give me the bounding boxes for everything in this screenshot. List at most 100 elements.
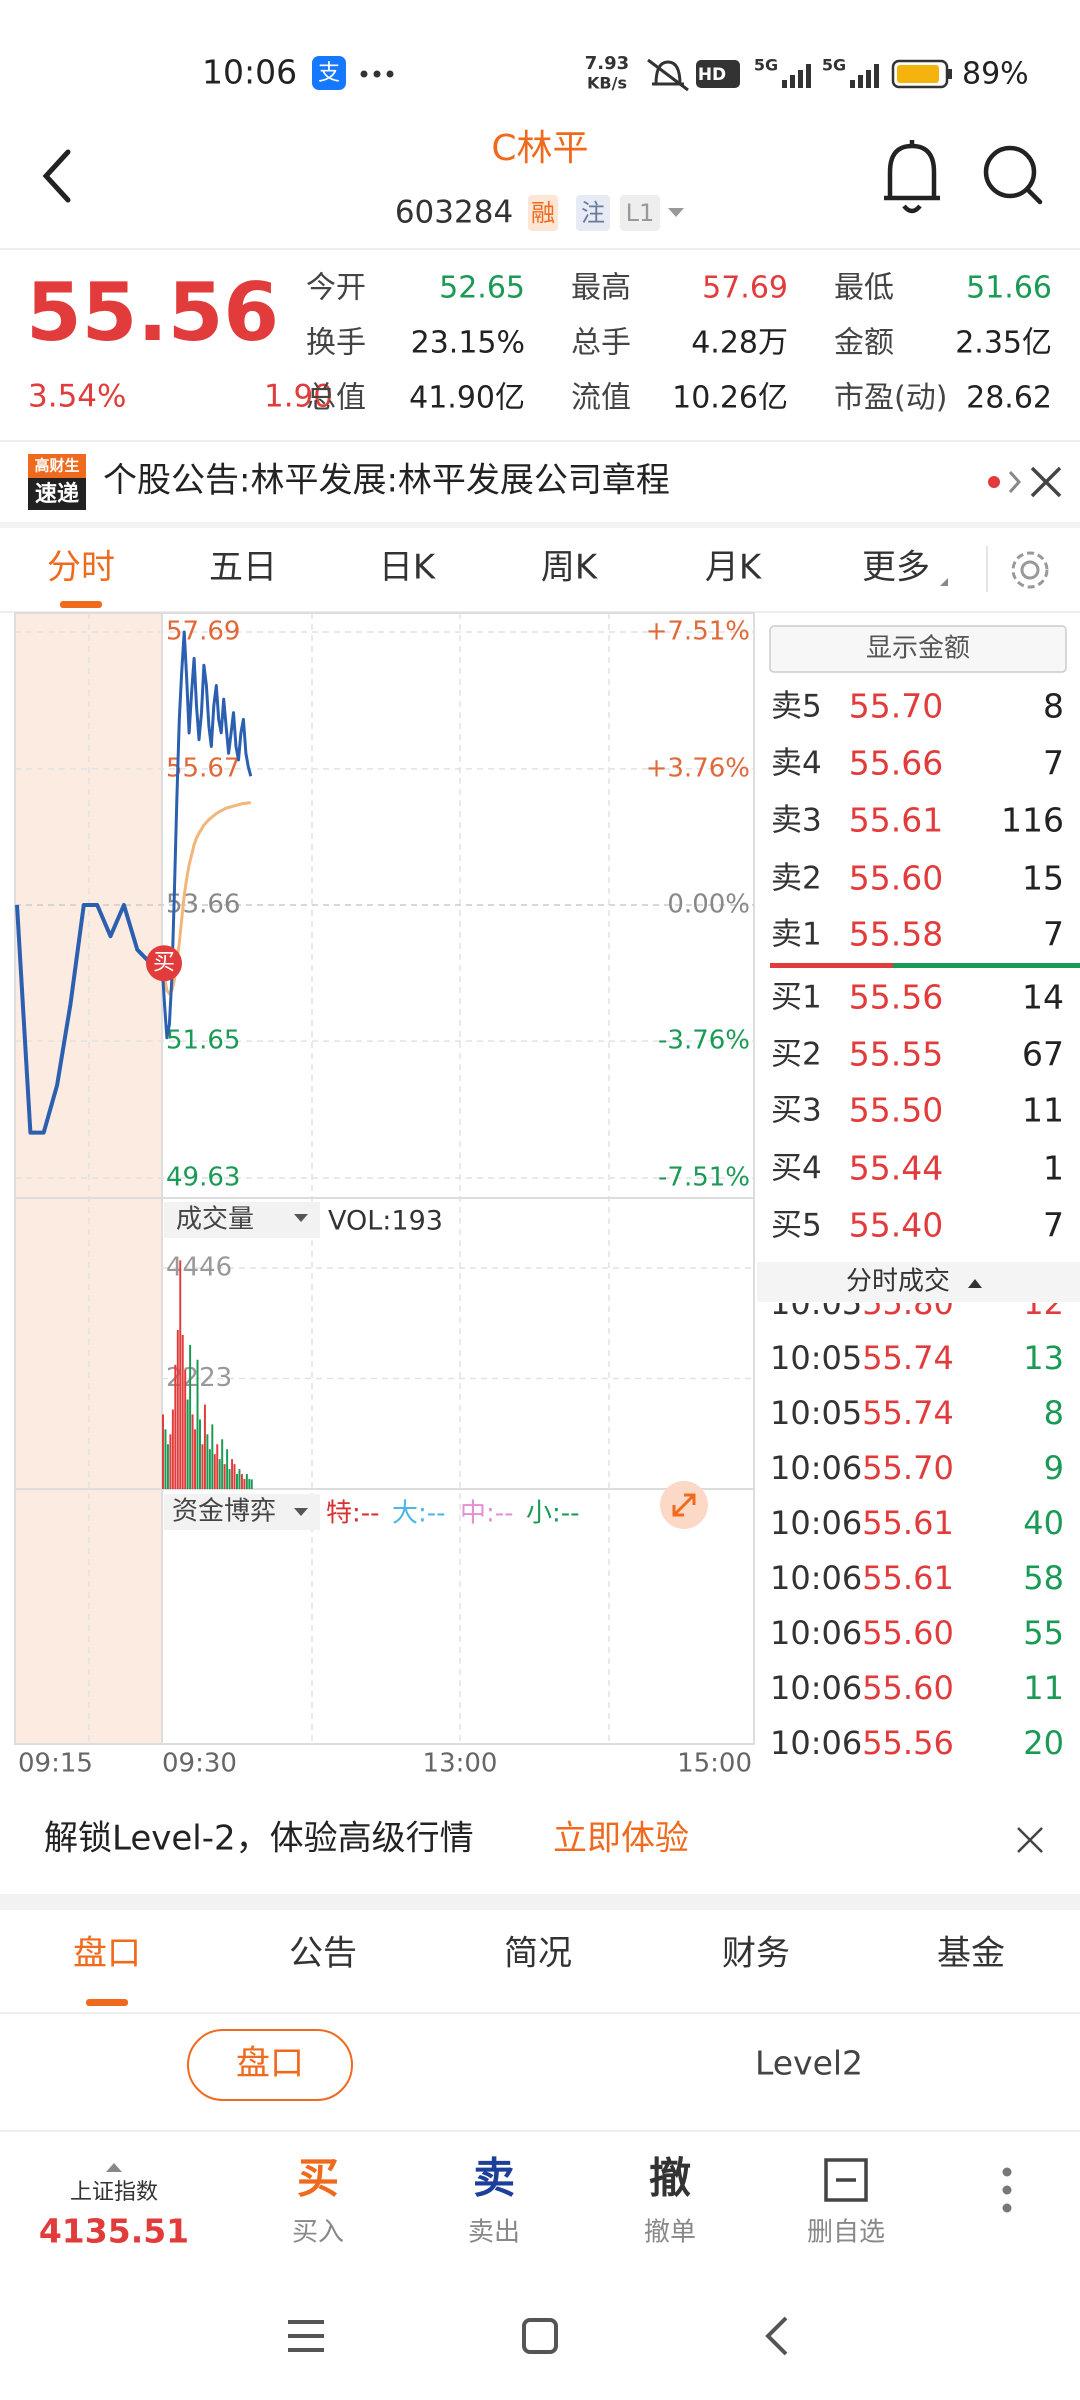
chart-tab[interactable]: 周K bbox=[541, 548, 599, 588]
sub-tab-pill[interactable] bbox=[187, 2029, 353, 2101]
pct-label: +3.76% bbox=[646, 753, 750, 783]
bid-ratio bbox=[893, 963, 1080, 968]
action-label[interactable]: 买入 bbox=[292, 2218, 344, 2248]
volume-bar bbox=[162, 1414, 164, 1489]
book-volume: 67 bbox=[1022, 1035, 1064, 1074]
book-volume: 7 bbox=[1043, 915, 1064, 954]
detail-tab[interactable]: 财务 bbox=[722, 1934, 790, 1974]
detail-tab[interactable]: 盘口 bbox=[73, 1934, 141, 1974]
watch-icon[interactable] bbox=[824, 2158, 868, 2202]
book-price: 55.44 bbox=[849, 1149, 943, 1188]
battery-level bbox=[897, 65, 939, 83]
chart-tab[interactable]: 日K bbox=[379, 548, 437, 588]
news-text[interactable]: 个股公告:林平发展:林平发展公司章程 bbox=[103, 461, 670, 501]
sub-tab[interactable]: 盘口 bbox=[236, 2044, 304, 2084]
fund-label[interactable]: 资金博弈 bbox=[172, 1497, 276, 1527]
stock-code: 603284 bbox=[395, 195, 513, 231]
index-value[interactable]: 4135.51 bbox=[39, 2212, 189, 2251]
y-tick-label: 49.63 bbox=[166, 1163, 240, 1193]
divider bbox=[0, 1894, 1080, 1910]
expand-icon bbox=[672, 1493, 696, 1517]
trade-price: 55.74 bbox=[862, 1394, 954, 1432]
volume-label[interactable]: 成交量 bbox=[176, 1205, 254, 1235]
stat-value: 23.15% bbox=[411, 326, 525, 361]
volume-bar bbox=[238, 1469, 241, 1489]
book-volume: 7 bbox=[1043, 744, 1064, 783]
sub-tab[interactable]: Level2 bbox=[755, 2044, 863, 2083]
close-news[interactable] bbox=[1030, 466, 1062, 498]
fund-legend: 小:-- bbox=[526, 1499, 580, 1529]
change-pct: 3.54% bbox=[28, 379, 126, 415]
trade-time: 10:05 bbox=[770, 1284, 862, 1322]
settings-button[interactable] bbox=[1011, 551, 1049, 589]
stat-value: 10.26亿 bbox=[672, 381, 788, 416]
alert-button[interactable] bbox=[884, 140, 940, 214]
trade-price: 55.60 bbox=[862, 1614, 954, 1652]
close-banner[interactable] bbox=[1017, 1827, 1043, 1853]
volume-bar bbox=[223, 1464, 226, 1489]
banner-action[interactable]: 立即体验 bbox=[553, 1819, 689, 1859]
pct-label: -7.51% bbox=[658, 1163, 750, 1193]
battery bbox=[891, 59, 949, 89]
volume-bar bbox=[221, 1439, 224, 1489]
index-arrow[interactable] bbox=[106, 2163, 122, 2172]
nav-menu[interactable] bbox=[288, 2320, 324, 2352]
chart-tab[interactable]: 分时 bbox=[47, 548, 115, 588]
chart-tab[interactable]: 更多 bbox=[862, 548, 930, 588]
action-label[interactable]: 撤单 bbox=[644, 2218, 696, 2248]
network-label: 5G bbox=[822, 56, 846, 75]
nav-home[interactable] bbox=[522, 2318, 558, 2354]
volume-label-box[interactable] bbox=[164, 1202, 320, 1238]
volume-bar bbox=[216, 1444, 219, 1489]
search-button[interactable] bbox=[983, 145, 1043, 205]
back-button[interactable] bbox=[42, 149, 71, 203]
nav-back[interactable] bbox=[765, 2316, 788, 2356]
divider bbox=[0, 248, 1080, 250]
stat-value: 4.28万 bbox=[691, 326, 788, 361]
dropdown-arrow bbox=[294, 1214, 308, 1222]
news-badge-top bbox=[28, 454, 86, 478]
action-icon[interactable]: 撤 bbox=[649, 2154, 691, 2203]
chart-tab[interactable]: 月K bbox=[705, 548, 763, 588]
volume-bar bbox=[233, 1464, 236, 1489]
trade-time: 10:06 bbox=[770, 1614, 862, 1652]
trades-header[interactable] bbox=[757, 1262, 1080, 1302]
trade-volume: 11 bbox=[1023, 1669, 1064, 1707]
time-label: 09:30 bbox=[162, 1749, 237, 1779]
detail-tab[interactable]: 基金 bbox=[937, 1934, 1005, 1974]
index-name[interactable]: 上证指数 bbox=[70, 2180, 158, 2205]
price-line bbox=[160, 630, 253, 1040]
trade-time: 10:06 bbox=[770, 1504, 862, 1542]
detail-tab[interactable]: 简况 bbox=[504, 1934, 572, 1974]
amount-button[interactable] bbox=[769, 625, 1067, 673]
trades-title[interactable]: 分时成交 bbox=[846, 1267, 950, 1297]
book-label: 买2 bbox=[771, 1037, 822, 1073]
more-menu[interactable] bbox=[1002, 2167, 1012, 2213]
net-speed-unit: KB/s bbox=[587, 74, 627, 93]
action-label[interactable]: 删自选 bbox=[807, 2218, 885, 2248]
volume-bar bbox=[174, 1364, 177, 1489]
book-volume: 8 bbox=[1043, 687, 1064, 726]
news-badge-top: 高财生 bbox=[34, 457, 79, 475]
action-label[interactable]: 卖出 bbox=[468, 2218, 520, 2248]
chart-tab[interactable]: 五日 bbox=[209, 548, 277, 588]
app-icon-label: 支 bbox=[318, 61, 340, 86]
action-icon[interactable]: 卖 bbox=[473, 2154, 515, 2203]
amount-button-label[interactable]: 显示金额 bbox=[866, 634, 970, 664]
volume-bar bbox=[206, 1434, 209, 1489]
stat-label: 今开 bbox=[306, 271, 366, 306]
volume-bar bbox=[250, 1479, 253, 1489]
dropdown-arrow[interactable] bbox=[668, 208, 684, 217]
fund-label-box[interactable] bbox=[164, 1494, 320, 1530]
trade-volume: 13 bbox=[1023, 1339, 1064, 1377]
trade-volume: 55 bbox=[1023, 1614, 1064, 1652]
action-icon[interactable]: 买 bbox=[297, 2154, 339, 2203]
news-arrow[interactable] bbox=[1008, 470, 1022, 494]
book-price: 55.56 bbox=[849, 978, 943, 1017]
buy-marker[interactable] bbox=[146, 945, 182, 982]
detail-tab[interactable]: 公告 bbox=[289, 1934, 357, 1974]
divider bbox=[0, 440, 1080, 442]
book-volume: 11 bbox=[1022, 1091, 1064, 1130]
book-label: 卖4 bbox=[771, 746, 822, 782]
